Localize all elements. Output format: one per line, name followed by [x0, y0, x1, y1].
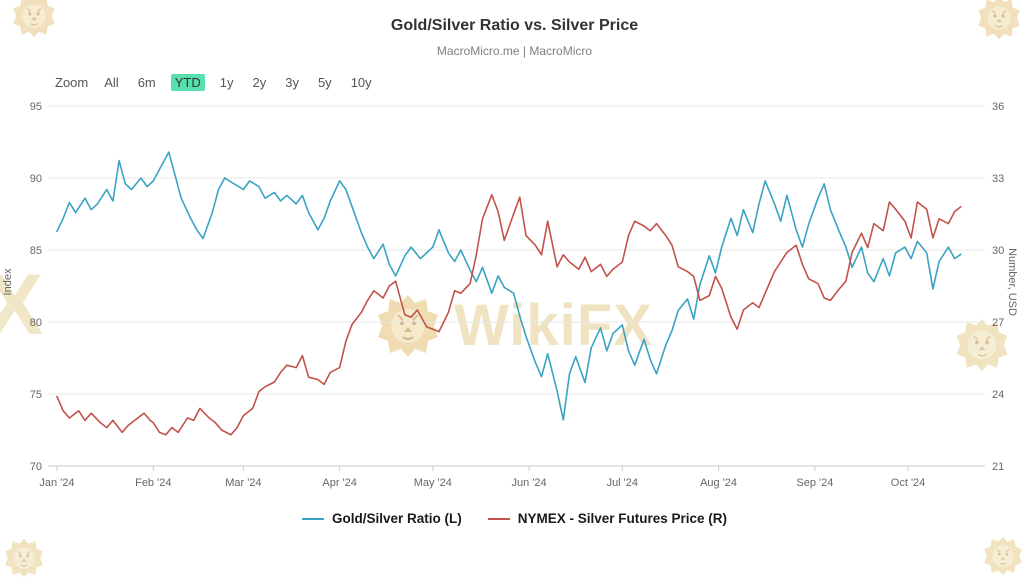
x-axis-tick-label: Jan '24 — [39, 477, 74, 489]
x-axis-tick-label: Jul '24 — [607, 477, 638, 489]
range-button-6m[interactable]: 6m — [137, 75, 156, 90]
left-axis-tick-label: 75 — [30, 389, 42, 401]
range-button-1y[interactable]: 1y — [219, 75, 234, 90]
wikifx-watermark: WikiFX — [0, 294, 1029, 358]
zoom-label: Zoom — [55, 75, 89, 90]
legend-label: NYMEX - Silver Futures Price (R) — [517, 511, 728, 526]
series-line-gold-silver-ratio-l — [56, 151, 962, 421]
x-axis-tick-label: Apr '24 — [322, 477, 357, 489]
legend-item-gold-silver-ratio-l[interactable]: Gold/Silver Ratio (L) — [301, 511, 462, 526]
wikifx-lion-icon — [955, 318, 1009, 372]
chart-subtitle: MacroMicro.me | MacroMicro — [436, 44, 593, 58]
x-axis-tick-label: Mar '24 — [225, 477, 261, 489]
right-axis-tick-label: 36 — [992, 101, 1004, 113]
right-axis-title: Number, USD — [1006, 248, 1018, 316]
chart-title: Gold/Silver Ratio vs. Silver Price — [390, 17, 639, 34]
x-axis-tick-label: May '24 — [414, 477, 452, 489]
range-button-2y[interactable]: 2y — [252, 75, 267, 90]
range-button-all[interactable]: All — [104, 75, 119, 90]
series-line-nymex-silver-futures-price-r — [56, 194, 962, 436]
legend-label: Gold/Silver Ratio (L) — [331, 511, 462, 526]
x-axis-tick-label: Jun '24 — [512, 477, 547, 489]
chart-legend: Gold/Silver Ratio (L) NYMEX - Silver Futu… — [0, 511, 1029, 526]
range-button-3y[interactable]: 3y — [285, 75, 299, 90]
right-axis-tick-label: 27 — [992, 317, 1004, 329]
x-axis-tick-label: Oct '24 — [891, 477, 926, 489]
right-axis-tick-label: 30 — [992, 245, 1004, 257]
legend-swatch — [487, 517, 510, 520]
left-axis-title: Index — [2, 268, 14, 296]
x-axis-tick-label: Feb '24 — [135, 477, 171, 489]
x-axis-tick-label: Aug '24 — [700, 477, 737, 489]
range-button-ytd[interactable]: YTD — [170, 74, 205, 91]
wikifx-lion-icon — [376, 294, 440, 358]
wikifx-lion-icon — [983, 536, 1023, 576]
legend-swatch — [301, 517, 324, 520]
range-button-5y[interactable]: 5y — [317, 75, 332, 90]
left-axis-tick-label: 95 — [30, 101, 42, 113]
right-axis-tick-label: 24 — [992, 389, 1004, 401]
left-axis-tick-label: 70 — [30, 461, 42, 473]
x-axis-tick-label: Sep '24 — [796, 477, 833, 489]
zoom-toolbar: Zoom All 6m YTD 1y 2y 3y 5y 10y — [55, 74, 387, 91]
wikifx-lion-icon — [4, 538, 44, 578]
right-axis-tick-label: 21 — [992, 461, 1004, 473]
left-axis-tick-label: 90 — [30, 173, 42, 185]
range-button-10y[interactable]: 10y — [350, 75, 372, 90]
right-axis-tick-label: 33 — [992, 173, 1004, 185]
left-axis-tick-label: 85 — [30, 245, 42, 257]
left-axis-tick-label: 80 — [30, 317, 42, 329]
wikifx-watermark-text: WikiFX — [454, 293, 653, 358]
legend-item-nymex-silver-futures-price-r[interactable]: NYMEX - Silver Futures Price (R) — [487, 511, 728, 526]
